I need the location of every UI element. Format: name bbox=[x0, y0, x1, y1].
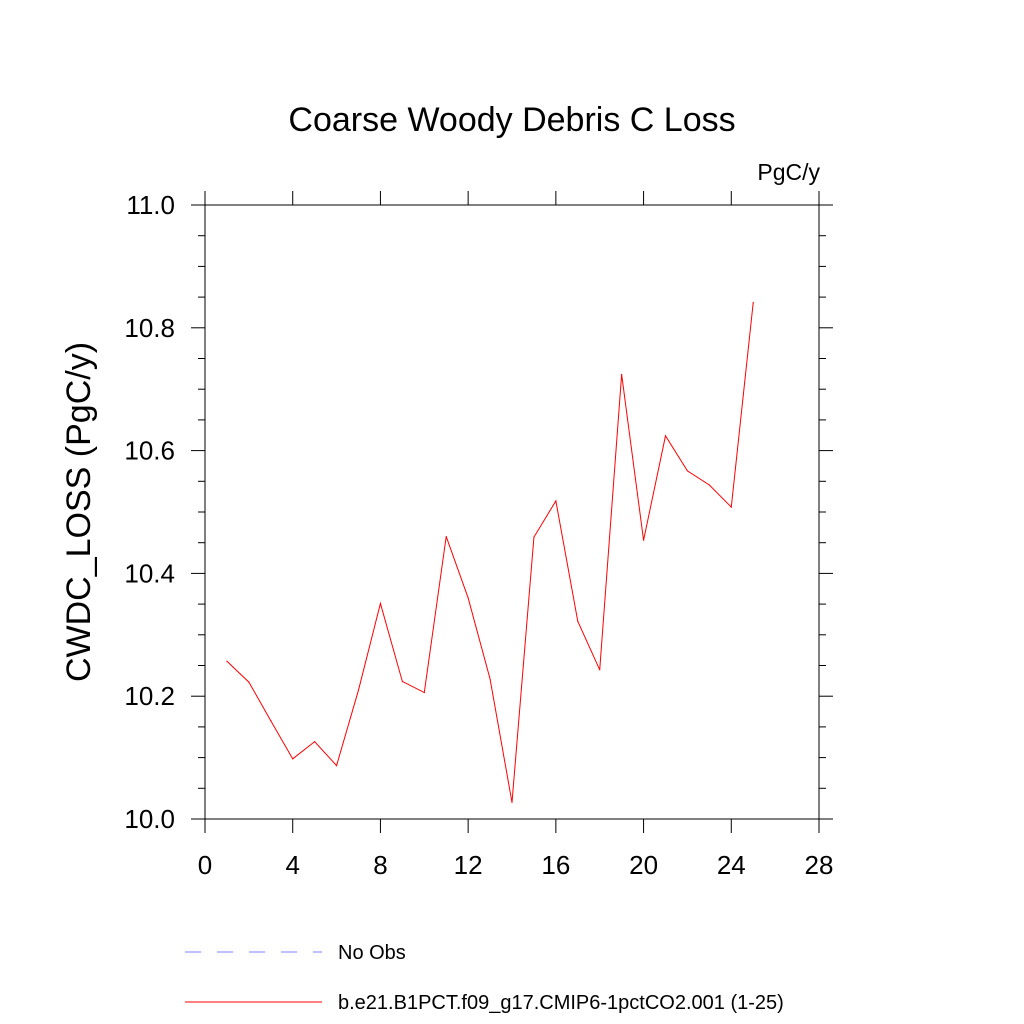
x-tick-label: 20 bbox=[629, 850, 658, 880]
y-tick-label: 10.6 bbox=[124, 436, 175, 466]
chart-title: Coarse Woody Debris C Loss bbox=[288, 101, 735, 139]
units-label: PgC/y bbox=[757, 159, 820, 185]
y-tick-label: 10.2 bbox=[124, 681, 175, 711]
data-point bbox=[621, 373, 623, 376]
data-point bbox=[357, 689, 360, 691]
x-tick-label: 24 bbox=[717, 850, 746, 880]
x-tick-label: 4 bbox=[285, 850, 299, 880]
data-point bbox=[314, 741, 316, 743]
data-point bbox=[533, 536, 535, 538]
y-tick-label: 10.0 bbox=[124, 804, 175, 834]
data-point bbox=[270, 720, 272, 722]
data-point bbox=[577, 620, 579, 622]
data-point bbox=[555, 500, 557, 502]
x-tick-label: 0 bbox=[198, 850, 212, 880]
data-point bbox=[292, 758, 294, 760]
data-point bbox=[752, 302, 754, 304]
data-point bbox=[599, 669, 601, 671]
y-tick-label: 10.8 bbox=[124, 313, 175, 343]
x-tick-label: 16 bbox=[541, 850, 570, 880]
y-tick-label: 10.4 bbox=[124, 558, 175, 588]
plot-frame bbox=[204, 204, 820, 820]
series-layer bbox=[226, 302, 754, 804]
data-point bbox=[511, 801, 513, 804]
data-point bbox=[248, 681, 250, 683]
y-tick-label: 11.0 bbox=[126, 190, 175, 220]
data-point bbox=[489, 678, 491, 680]
series-line bbox=[226, 302, 754, 803]
y-axis-label: CWDC_LOSS (PgC/y) bbox=[60, 342, 98, 682]
data-point bbox=[708, 484, 710, 486]
x-tick-label: 28 bbox=[805, 850, 834, 880]
x-tick-label: 12 bbox=[454, 850, 483, 880]
data-point bbox=[401, 680, 403, 683]
data-point bbox=[226, 660, 228, 662]
axis-ticks: 0 4 8 12 16 20 24 28 10.0 10.2 10.4 10.6 10.8 11.0 bbox=[124, 190, 833, 880]
data-point bbox=[664, 435, 667, 437]
data-point bbox=[335, 764, 338, 767]
legend-label-model-run: b.e21.B1PCT.f09_g17.CMIP6-1pctCO2.001 (1… bbox=[338, 992, 784, 1014]
data-point bbox=[686, 470, 689, 472]
legend-label-no-obs: No Obs bbox=[338, 942, 406, 964]
data-point bbox=[467, 597, 469, 599]
data-point bbox=[730, 506, 732, 508]
data-point bbox=[379, 602, 382, 605]
legend: No Obs b.e21.B1PCT.f09_g17.CMIP6-1pctCO2… bbox=[185, 942, 784, 1014]
data-point bbox=[445, 535, 447, 538]
x-tick-label: 8 bbox=[373, 850, 387, 880]
data-point bbox=[642, 539, 645, 541]
data-point bbox=[423, 691, 425, 694]
